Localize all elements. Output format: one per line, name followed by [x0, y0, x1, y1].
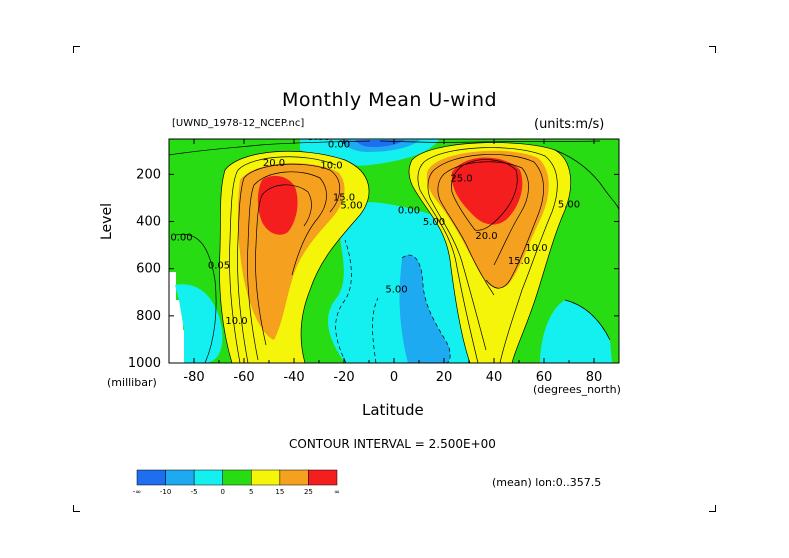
contour-label: 0.00 — [398, 205, 420, 216]
colorbar-swatch — [193, 469, 223, 486]
colorbar-tick-label: -5 — [191, 488, 198, 496]
x-unit-label: (degrees_north) — [533, 383, 621, 396]
x-tick-label: -60 — [233, 370, 254, 385]
colorbar-tick-label: 5 — [249, 488, 253, 496]
chart-title: Monthly Mean U-wind — [282, 89, 498, 111]
contour-label: 10.0 — [320, 160, 342, 171]
contour-label: 0.05 — [208, 261, 230, 272]
axes-layer: -80 -60 -40 -20 0 20 40 60 80 200 400 600 800 1000 — [128, 139, 620, 385]
x-tick-label: -80 — [183, 370, 204, 385]
colorbar-tick-label: 15 — [275, 488, 284, 496]
dataset-label: [UWND_1978-12_NCEP.nc] — [172, 118, 305, 129]
band-neg10-to-neg5-tropics — [399, 255, 451, 363]
band-gt-25-north — [451, 157, 523, 225]
crop-mark-top-left — [73, 46, 80, 53]
contour-label: 20.0 — [475, 231, 497, 242]
mean-note: (mean) lon:0..357.5 — [492, 476, 602, 489]
contour-label: 5.00 — [423, 217, 445, 228]
y-tick-label: 400 — [136, 215, 161, 230]
contour-label: 20.0 — [263, 158, 285, 169]
band-gt-25-south — [257, 175, 298, 235]
x-tick-label: 60 — [536, 370, 553, 385]
x-axis-label: Latitude — [362, 401, 424, 419]
x-tick-label: 20 — [436, 370, 453, 385]
y-tick-label: 800 — [136, 309, 161, 324]
contour-label: 0.00 — [328, 139, 350, 150]
contour-label: 15.0 — [333, 192, 355, 203]
y-tick-label: 600 — [136, 262, 161, 277]
y-tick-label: 200 — [136, 167, 161, 182]
colorbar-swatch — [308, 469, 338, 486]
contour-label: 10.0 — [225, 316, 247, 327]
colorbar-tick-label: 0 — [220, 488, 224, 496]
contour-label: 0.00 — [170, 232, 192, 243]
crop-mark-top-right — [709, 46, 716, 53]
colorbar-swatch — [165, 469, 195, 486]
units-label: (units:m/s) — [534, 117, 605, 132]
x-tick-label: 80 — [586, 370, 603, 385]
colorbar-tick-label: -∞ — [133, 488, 141, 496]
colorbar-swatch — [251, 469, 281, 486]
x-tick-label: 0 — [390, 370, 398, 385]
x-tick-label: -40 — [283, 370, 304, 385]
contour-interval-note: CONTOUR INTERVAL = 2.500E+00 — [289, 437, 496, 451]
contour-label: 5.00 — [558, 199, 580, 210]
colorbar-swatch — [222, 469, 252, 486]
colorbar-tick-label: -10 — [160, 488, 171, 496]
contour-label: 15.0 — [508, 256, 530, 267]
colorbar-swatch — [279, 469, 309, 486]
band-neg5-to-0-north-surface — [540, 300, 612, 363]
x-tick-label: -20 — [333, 370, 354, 385]
missing-data-region — [169, 272, 188, 363]
colorbar-tick-label: ∞ — [334, 488, 340, 496]
y-tick-label: 1000 — [128, 356, 161, 371]
contour-label: 10.0 — [525, 243, 547, 254]
y-unit-label: (millibar) — [107, 376, 157, 389]
contour-label: 5.00 — [308, 132, 330, 143]
crop-mark-bottom-left — [73, 505, 80, 512]
colorbar-swatch — [136, 469, 166, 486]
contour-label: 25.0 — [450, 173, 472, 184]
x-tick-label: 40 — [486, 370, 503, 385]
band-lt-neg10-strat — [355, 140, 405, 147]
contour-label: 5.00 — [385, 284, 407, 295]
contour-label: 5.00 — [340, 201, 362, 212]
crop-mark-bottom-right — [709, 505, 716, 512]
band-neg5-to-0-south — [175, 284, 223, 363]
colorbar: -∞ -10 -5 0 5 15 25 ∞ — [133, 469, 340, 496]
colorbar-tick-label: 25 — [304, 488, 313, 496]
